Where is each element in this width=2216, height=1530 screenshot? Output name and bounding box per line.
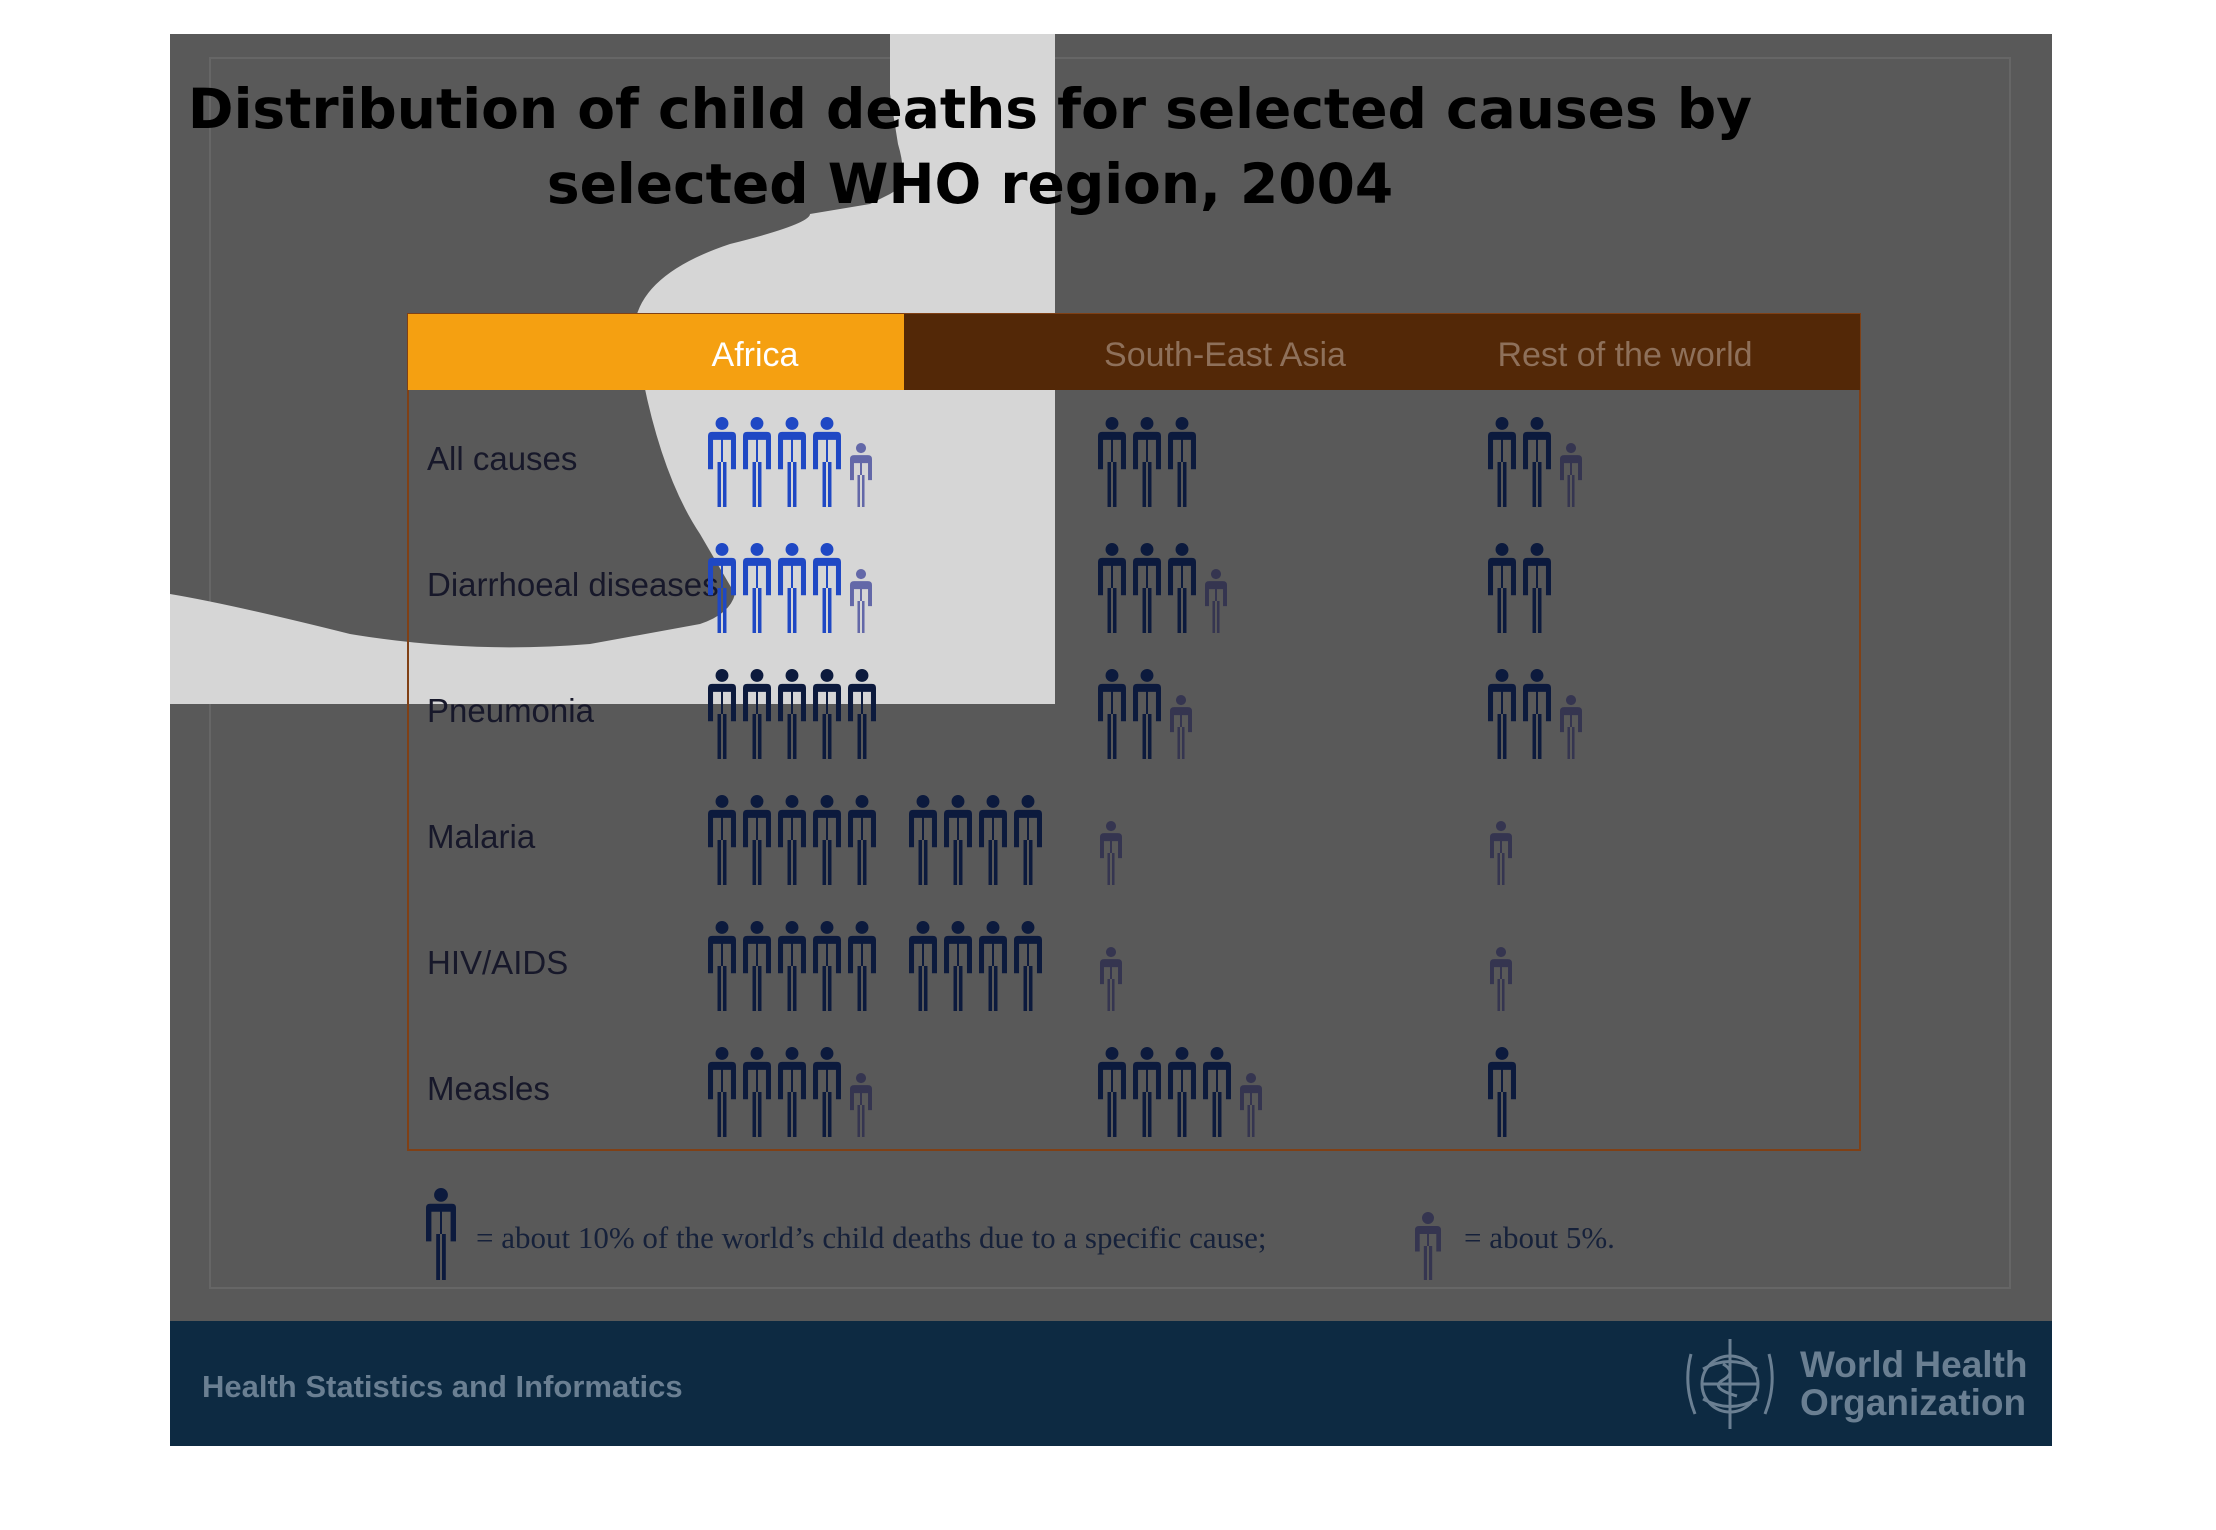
- figure-full-icon: [1014, 920, 1042, 1011]
- figure-full-icon: [1203, 1046, 1231, 1137]
- table-row: HIV/AIDS: [427, 920, 1512, 1011]
- figure-full-icon: [1133, 1046, 1161, 1137]
- figure-full-icon: [708, 668, 736, 759]
- figure-full-icon: [778, 1046, 806, 1137]
- table-row: Measles: [427, 1046, 1516, 1137]
- figure-half-icon: [1100, 946, 1122, 1011]
- organization-name-line2: Organization: [1800, 1382, 2027, 1423]
- row-label: Measles: [427, 1070, 550, 1107]
- row-label: All causes: [427, 440, 577, 477]
- row-label: Malaria: [427, 818, 536, 855]
- figure-full-icon: [708, 416, 736, 507]
- figure-full-icon: [813, 1046, 841, 1137]
- figure-half-icon: [1560, 694, 1582, 759]
- figure-full-icon: [743, 416, 771, 507]
- figure-half-icon: [1560, 442, 1582, 507]
- figure-full-icon: [1133, 542, 1161, 633]
- chart-title: Distribution of child deaths for selecte…: [90, 72, 1850, 222]
- table-row: All causes: [427, 416, 1582, 507]
- table-row: Pneumonia: [427, 668, 1582, 759]
- footer-text: Health Statistics and Informatics: [202, 1369, 683, 1404]
- figure-full-icon: [813, 416, 841, 507]
- figure-full-icon: [979, 794, 1007, 885]
- figure-full-icon: [708, 794, 736, 885]
- figure-full-icon: [743, 920, 771, 1011]
- figure-full-icon: [708, 1046, 736, 1137]
- row-label: Pneumonia: [427, 692, 595, 729]
- figure-full-icon: [1098, 416, 1126, 507]
- figure-full-icon: [813, 794, 841, 885]
- figure-half-icon: [1490, 820, 1512, 885]
- who-emblem-icon: [1686, 1339, 1774, 1429]
- figure-full-icon: [743, 542, 771, 633]
- chart-title-line1: Distribution of child deaths for selecte…: [187, 77, 1753, 141]
- figure-full-icon: [1014, 794, 1042, 885]
- figure-full-icon: [848, 794, 876, 885]
- figure-half-icon: [1100, 820, 1122, 885]
- figure-half-icon: [850, 568, 872, 633]
- figure-full-icon: [778, 416, 806, 507]
- row-label: Diarrhoeal diseases: [427, 566, 719, 603]
- figure-full-icon: [1488, 668, 1516, 759]
- figure-full-icon: [743, 1046, 771, 1137]
- figure-full-icon: [1523, 668, 1551, 759]
- figure-full-icon: [1488, 1046, 1516, 1137]
- figure-full-icon: [1133, 668, 1161, 759]
- figure-full-icon: [708, 920, 736, 1011]
- column-header: Africa: [712, 336, 799, 374]
- table-row: Malaria: [427, 794, 1512, 885]
- figure-full-icon: [778, 542, 806, 633]
- figure-full-icon: [1098, 668, 1126, 759]
- legend-half-text: = about 5%.: [1464, 1220, 1615, 1255]
- figure-full-icon: [1488, 542, 1516, 633]
- table-row: Diarrhoeal diseases: [427, 542, 1551, 633]
- figure-half-icon: [1240, 1072, 1262, 1137]
- figure-full-icon: [944, 794, 972, 885]
- figure-full-icon: [848, 668, 876, 759]
- row-label: HIV/AIDS: [427, 944, 568, 981]
- figure-full-icon: [778, 920, 806, 1011]
- figure-full-icon: [1523, 416, 1551, 507]
- legend-full-figure-icon: [426, 1188, 456, 1280]
- figure-full-icon: [944, 920, 972, 1011]
- chart-title-line2: selected WHO region, 2004: [546, 152, 1394, 216]
- organization-name: World Health Organization: [1800, 1346, 2028, 1422]
- figure-full-icon: [909, 794, 937, 885]
- legend-full-text: = about 10% of the world’s child deaths …: [476, 1220, 1267, 1255]
- figure-full-icon: [1488, 416, 1516, 507]
- figure-full-icon: [1168, 542, 1196, 633]
- figure-half-icon: [850, 442, 872, 507]
- figure-full-icon: [813, 920, 841, 1011]
- figure-half-icon: [1490, 946, 1512, 1011]
- organization-name-line1: World Health: [1800, 1344, 2028, 1385]
- figure-full-icon: [743, 794, 771, 885]
- figure-half-icon: [850, 1072, 872, 1137]
- column-header: Rest of the world: [1497, 336, 1752, 374]
- column-header: South-East Asia: [1104, 336, 1346, 374]
- figure-full-icon: [778, 794, 806, 885]
- figure-full-icon: [848, 920, 876, 1011]
- figure-full-icon: [1098, 542, 1126, 633]
- figure-full-icon: [778, 668, 806, 759]
- legend-half-figure-icon: [1415, 1212, 1441, 1280]
- figure-full-icon: [813, 668, 841, 759]
- figure-full-icon: [1168, 1046, 1196, 1137]
- figure-full-icon: [813, 542, 841, 633]
- figure-full-icon: [979, 920, 1007, 1011]
- figure-full-icon: [1133, 416, 1161, 507]
- figure-half-icon: [1205, 568, 1227, 633]
- figure-half-icon: [1170, 694, 1192, 759]
- figure-full-icon: [909, 920, 937, 1011]
- figure-full-icon: [1098, 1046, 1126, 1137]
- table-header-highlight: [408, 314, 904, 390]
- figure-full-icon: [743, 668, 771, 759]
- highlight-shape: [170, 34, 1055, 704]
- figure-full-icon: [1168, 416, 1196, 507]
- figure-full-icon: [708, 542, 736, 633]
- figure-full-icon: [1523, 542, 1551, 633]
